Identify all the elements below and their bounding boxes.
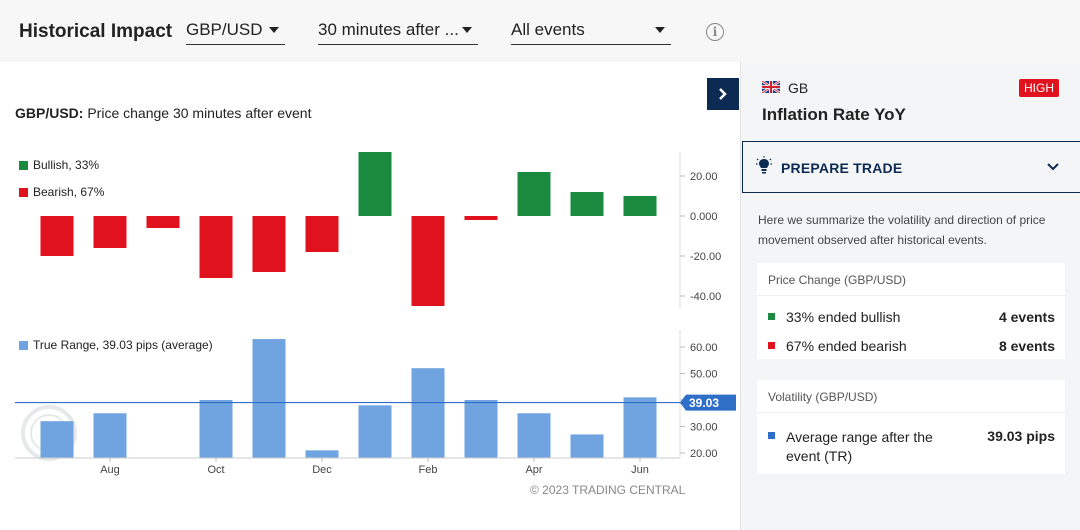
price-y-tick-label: 20.00 xyxy=(690,171,718,183)
prepare-trade-label: PREPARE TRADE xyxy=(781,160,903,176)
copyright-text: © 2023 TRADING CENTRAL xyxy=(530,483,686,497)
average-range-marker xyxy=(680,394,736,411)
prepare-trade-button[interactable]: PREPARE TRADE xyxy=(742,141,1080,193)
chevron-down-icon xyxy=(462,27,472,33)
price-change-bar xyxy=(252,216,286,272)
impact-chart: 20.00 0.000 -20.00 -40.00 60.00 50.00 30.00 20.… xyxy=(15,152,736,476)
true-range-bar xyxy=(40,421,74,458)
bearish-label: 67% ended bearish xyxy=(786,338,907,354)
bearish-count: 8 events xyxy=(998,338,1055,354)
instrument-dropdown[interactable]: GBP/USD xyxy=(186,16,285,45)
range-y-tick-label: 60.00 xyxy=(690,342,718,354)
legend-true-range-label: True Range, 39.03 pips (average) xyxy=(33,338,213,352)
price-change-bar xyxy=(570,192,604,216)
true-range-bar xyxy=(464,400,498,458)
chevron-down-icon xyxy=(1047,163,1059,171)
bullish-swatch xyxy=(768,313,775,320)
price-y-tick-label: -40.00 xyxy=(690,291,721,303)
lightbulb-icon xyxy=(756,156,772,174)
true-range-bar xyxy=(517,413,551,458)
legend-bearish-label: Bearish, 67% xyxy=(33,185,105,199)
price-change-bar xyxy=(146,216,180,228)
bullish-label: 33% ended bullish xyxy=(786,309,901,325)
true-range-bar xyxy=(93,413,127,458)
price-change-bar xyxy=(358,152,392,216)
legend-bearish-swatch xyxy=(19,187,28,197)
price-change-bar xyxy=(411,216,445,306)
true-range-bar xyxy=(411,368,445,458)
country-code: GB xyxy=(788,80,809,96)
header-bar: Historical Impact GBP/USD 30 minutes aft… xyxy=(0,0,1080,62)
true-range-bar xyxy=(358,405,392,458)
legend-true-range-swatch xyxy=(19,340,28,350)
volatility-row: Average range after the event (TR) 39.03… xyxy=(757,418,1065,474)
legend-true-range: True Range, 39.03 pips (average) xyxy=(19,338,213,352)
chevron-down-icon xyxy=(269,27,279,33)
chart-subtitle-instrument: GBP/USD: xyxy=(15,105,84,121)
uk-flag-icon xyxy=(762,81,780,93)
page-title: Historical Impact xyxy=(19,21,173,42)
range-y-tick-label: 30.00 xyxy=(690,422,718,434)
true-range-bar xyxy=(570,434,604,458)
chevron-down-icon xyxy=(655,27,665,33)
price-change-bar xyxy=(623,196,657,216)
events-filter-dropdown[interactable]: All events xyxy=(511,16,671,45)
true-range-bar xyxy=(252,339,286,458)
bearish-swatch xyxy=(768,342,775,349)
events-filter-dropdown-value: All events xyxy=(511,20,585,39)
price-y-tick-label: -20.00 xyxy=(690,251,721,263)
chart-panel: GBP/USD: Price change 30 minutes after e… xyxy=(0,62,740,530)
price-change-bar xyxy=(517,172,551,216)
x-tick-label: Aug xyxy=(100,464,120,476)
instrument-dropdown-value: GBP/USD xyxy=(186,20,263,39)
chevron-right-icon xyxy=(719,88,727,100)
legend-bullish-label: Bullish, 33% xyxy=(33,158,100,172)
true-range-bar xyxy=(305,450,339,458)
volatility-swatch xyxy=(768,432,775,439)
range-y-tick-label: 20.00 xyxy=(690,448,718,460)
volatility-card: Volatility (GBP/USD) Average range after… xyxy=(757,380,1065,474)
timeframe-dropdown[interactable]: 30 minutes after ... xyxy=(318,16,478,45)
summary-description: Here we summarize the volatility and dir… xyxy=(758,213,1046,247)
price-change-bar xyxy=(464,216,498,220)
chart-subtitle-text: Price change 30 minutes after event xyxy=(87,105,312,121)
true-range-bar xyxy=(623,397,657,458)
legend-bullish: Bullish, 33% xyxy=(19,158,99,172)
x-tick-label: Oct xyxy=(207,464,224,476)
bullish-count: 4 events xyxy=(998,309,1055,325)
x-tick-label: Jun xyxy=(631,464,649,476)
bullish-row: 33% ended bullish 4 events xyxy=(757,301,1065,330)
legend-bearish: Bearish, 67% xyxy=(19,185,104,199)
volatility-label: Average range after the event (TR) xyxy=(786,429,933,464)
price-y-tick-label: 0.000 xyxy=(690,211,718,223)
true-range-bar xyxy=(199,400,233,458)
bearish-row: 67% ended bearish 8 events xyxy=(757,330,1065,359)
info-icon[interactable]: i xyxy=(706,23,724,41)
legend-bullish-swatch xyxy=(19,160,28,170)
volatility-heading: Volatility (GBP/USD) xyxy=(757,380,1065,413)
price-change-bar xyxy=(199,216,233,278)
price-change-bar xyxy=(305,216,339,252)
price-change-card: Price Change (GBP/USD) 33% ended bullish… xyxy=(757,263,1065,359)
range-y-tick-label: 50.00 xyxy=(690,369,718,381)
event-side-panel: GB HIGH Inflation Rate YoY PREPARE TRADE… xyxy=(740,62,1080,530)
x-tick-label: Feb xyxy=(419,464,438,476)
collapse-panel-button[interactable] xyxy=(707,78,739,110)
timeframe-dropdown-value: 30 minutes after ... xyxy=(318,20,459,39)
average-range-label: 39.03 xyxy=(689,396,719,410)
volatility-value: 39.03 pips xyxy=(987,428,1055,444)
x-tick-label: Dec xyxy=(312,464,332,476)
event-title: Inflation Rate YoY xyxy=(762,105,906,124)
price-change-bar xyxy=(40,216,74,256)
price-change-heading: Price Change (GBP/USD) xyxy=(757,263,1065,296)
chart-subtitle: GBP/USD: Price change 30 minutes after e… xyxy=(15,105,311,121)
x-tick-label: Apr xyxy=(525,464,542,476)
importance-badge: HIGH xyxy=(1019,79,1059,97)
price-change-bar xyxy=(93,216,127,248)
